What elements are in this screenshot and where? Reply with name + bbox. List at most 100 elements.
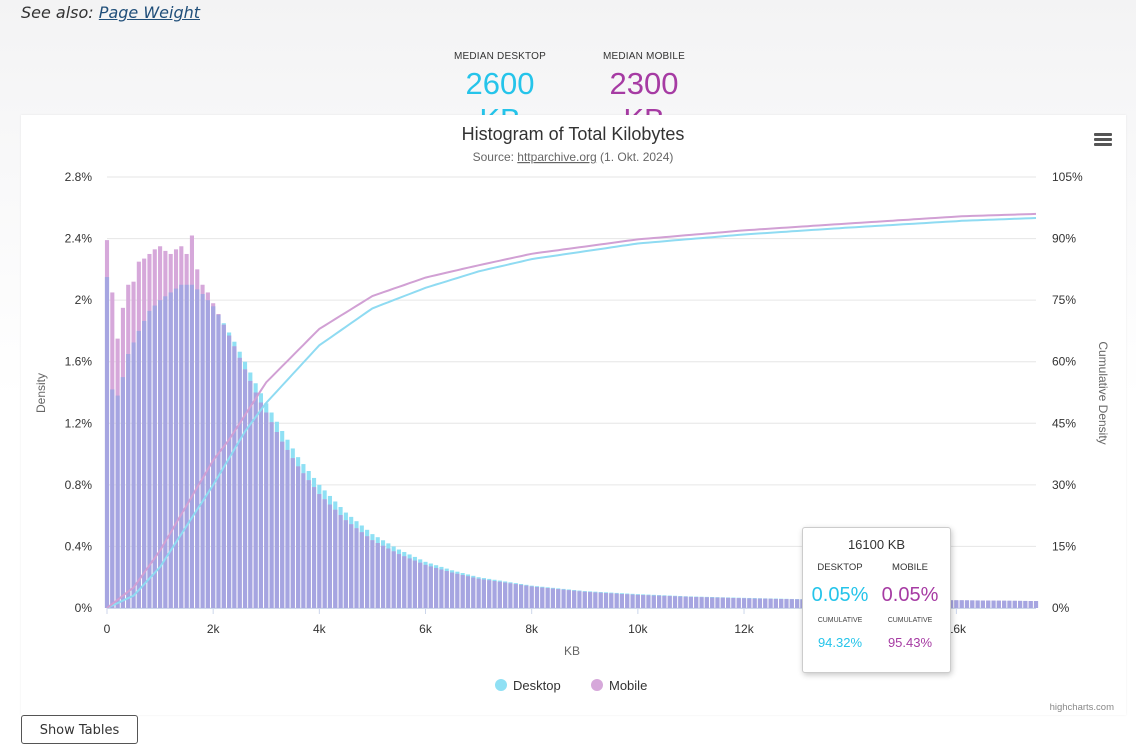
overlap-bar	[662, 595, 667, 608]
overlap-bar	[1023, 600, 1028, 608]
y-tick-label: 1.2%	[65, 416, 93, 430]
overlap-bar	[104, 277, 110, 608]
legend-mobile-label: Mobile	[609, 678, 647, 693]
overlap-bar	[991, 600, 996, 608]
subtitle-source-link[interactable]: httparchive.org	[517, 150, 596, 164]
overlap-bar	[343, 520, 348, 608]
overlap-bar	[227, 335, 232, 608]
overlap-bar	[603, 593, 609, 608]
overlap-bar	[577, 591, 582, 608]
page-weight-link[interactable]: Page Weight	[98, 3, 201, 22]
overlap-bar	[460, 575, 465, 608]
overlap-bar	[333, 509, 338, 608]
overlap-bar	[412, 560, 417, 608]
y-right-tick-label: 105%	[1052, 170, 1083, 184]
overlap-bar	[391, 551, 396, 608]
y-tick-label: 2.4%	[65, 232, 93, 246]
histogram-chart: Histogram of Total Kilobytes Source: htt…	[34, 124, 1115, 713]
x-tick-label: 12k	[734, 622, 754, 636]
overlap-bar	[715, 597, 720, 608]
legend: Desktop Mobile	[495, 678, 647, 693]
overlap-bar	[741, 598, 747, 608]
overlap-bar	[211, 306, 216, 608]
desktop-cumulative-line	[106, 217, 1037, 609]
chart-menu-icon[interactable]	[1094, 133, 1112, 147]
overlap-bar	[566, 590, 571, 608]
overlap-bar	[768, 598, 773, 608]
credits-link[interactable]: highcharts.com	[1050, 702, 1115, 713]
overlap-bar	[699, 597, 704, 608]
legend-mobile-marker	[591, 679, 603, 691]
overlap-bar	[189, 284, 194, 608]
overlap-bar	[322, 499, 327, 608]
overlap-bar	[444, 571, 449, 608]
overlap-bar	[704, 597, 709, 608]
overlap-bar	[450, 572, 455, 608]
tooltip-mobile-cumulative-label: CUMULATIVE	[887, 617, 933, 624]
overlap-bar	[986, 600, 991, 608]
median-desktop-label: MEDIAN DESKTOP	[453, 51, 547, 62]
overlap-bar	[205, 300, 210, 608]
overlap-bar	[529, 586, 534, 608]
overlap-bar	[503, 582, 508, 608]
overlap-bar	[598, 592, 603, 608]
overlap-bar	[258, 402, 264, 608]
overlap-bar	[1007, 600, 1012, 608]
overlap-bar	[784, 599, 789, 608]
chart-panel: Histogram of Total Kilobytes Source: htt…	[21, 115, 1126, 715]
x-tick-label: 6k	[419, 622, 433, 636]
overlap-bar	[349, 524, 354, 608]
overlap-bar	[763, 598, 768, 608]
overlap-bar	[720, 597, 725, 608]
legend-desktop-marker	[495, 679, 507, 691]
tooltip-desktop-cumulative-label: CUMULATIVE	[817, 617, 863, 624]
overlap-bar	[471, 577, 476, 608]
x-tick-label: 0	[104, 622, 111, 636]
overlap-bar	[635, 594, 640, 608]
overlap-bar	[301, 473, 306, 608]
overlap-bar	[423, 564, 428, 608]
subtitle-prefix: Source:	[473, 150, 518, 164]
overlap-bar	[954, 600, 959, 608]
overlap-bar	[561, 589, 566, 608]
overlap-bar	[1033, 601, 1039, 608]
overlap-bar	[736, 598, 741, 608]
overlap-bar	[678, 596, 683, 608]
overlap-bar	[280, 441, 285, 608]
overlap-bar	[136, 330, 141, 608]
y-right-tick-label: 60%	[1052, 355, 1076, 369]
legend-item-mobile[interactable]: Mobile	[591, 678, 647, 693]
tooltip-mobile-value: 0.05%	[881, 584, 939, 606]
tooltip-desktop-label: DESKTOP	[817, 562, 863, 573]
overlap-bar	[731, 598, 736, 608]
overlap-bar	[168, 292, 173, 608]
overlap-bar	[131, 342, 136, 608]
overlap-bar	[550, 588, 555, 608]
overlap-bar	[582, 591, 587, 608]
overlap-bar	[975, 600, 980, 608]
overlap-bar	[253, 392, 258, 608]
overlap-bar	[439, 569, 444, 608]
overlap-bar	[949, 600, 954, 608]
overlap-bar	[694, 597, 699, 608]
y-tick-label: 0.8%	[65, 478, 93, 492]
overlap-bar	[651, 595, 656, 608]
legend-item-desktop[interactable]: Desktop	[495, 678, 561, 693]
chart-subtitle: Source: httparchive.org (1. Okt. 2024)	[473, 150, 674, 164]
subtitle-suffix: (1. Okt. 2024)	[597, 150, 674, 164]
overlap-bar	[370, 540, 375, 608]
show-tables-button[interactable]: Show Tables	[21, 715, 138, 744]
overlap-bar	[476, 578, 481, 608]
overlap-bar	[657, 595, 662, 608]
overlap-bar	[163, 296, 168, 608]
overlap-bar	[619, 593, 624, 608]
overlap-bar	[959, 600, 964, 608]
overlap-bar	[126, 354, 131, 608]
overlap-bar	[248, 380, 253, 608]
overlap-bar	[290, 458, 295, 608]
overlap-bar	[380, 545, 386, 608]
y-axis-label-right: Cumulative Density	[1096, 341, 1110, 444]
y-right-tick-label: 15%	[1052, 539, 1076, 553]
y-right-tick-label: 30%	[1052, 478, 1076, 492]
overlap-bar	[200, 293, 205, 608]
